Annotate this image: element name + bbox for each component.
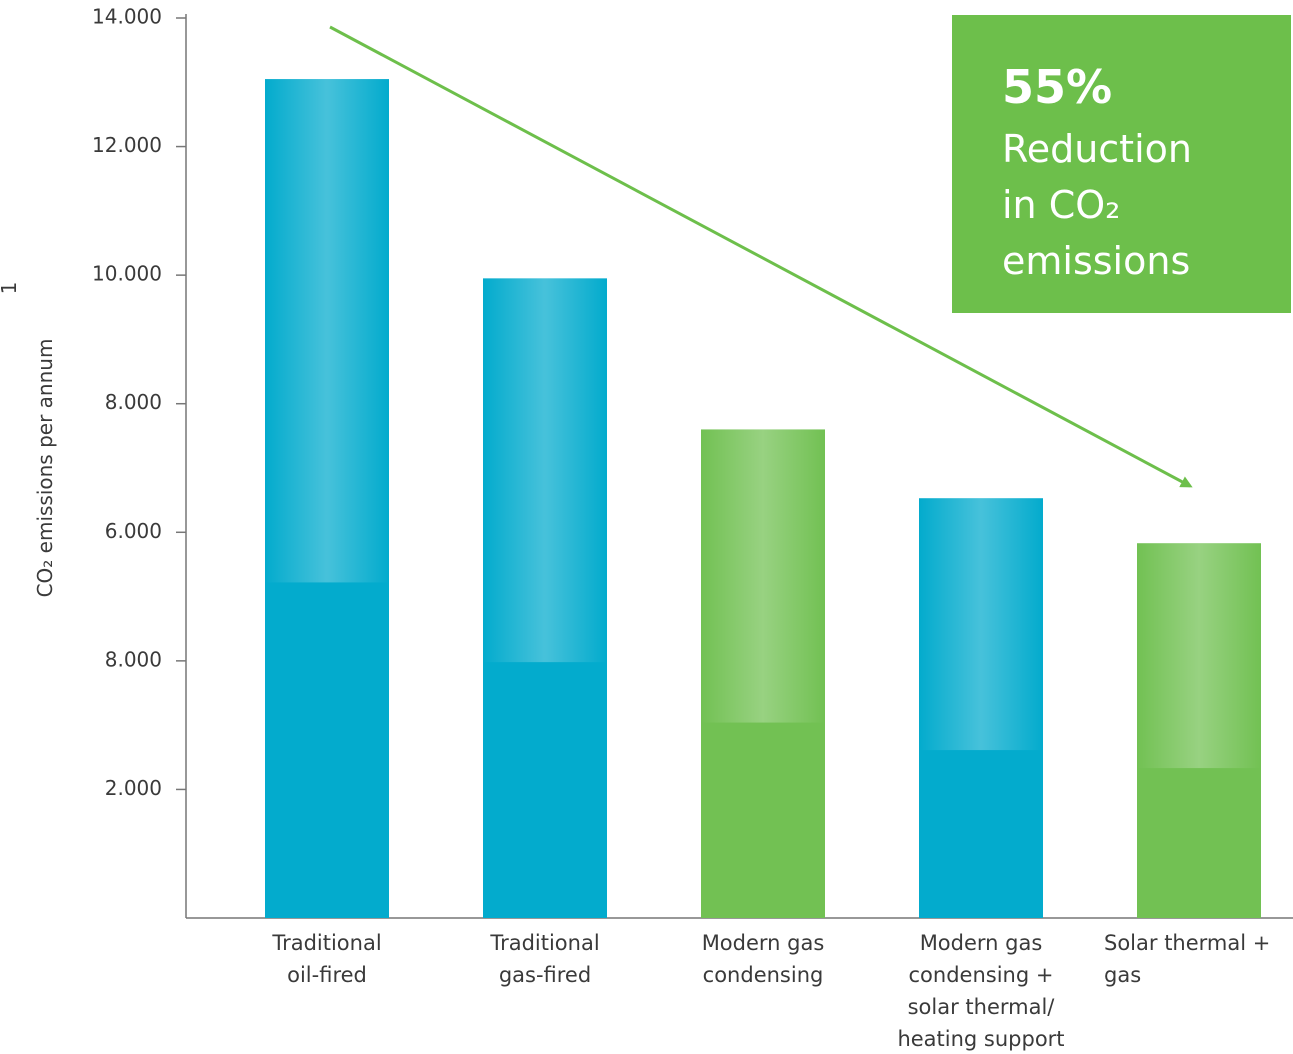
- y-tick-label: 12.000: [92, 133, 162, 157]
- y-tick-label: 14.000: [92, 5, 162, 29]
- annotation-text: Reduction: [1002, 127, 1192, 171]
- bar-shine: [1137, 543, 1261, 769]
- bar-shine: [701, 429, 825, 723]
- y-label-note: 1: [0, 282, 21, 295]
- y-axis-label: CO₂ emissions per annum: [33, 339, 57, 598]
- annotation-headline: 55%: [1002, 60, 1112, 114]
- x-tick-label: Traditional gas-fired: [489, 931, 599, 987]
- trend-arrow: [329, 25, 1193, 488]
- x-tick-label: Solar thermal + gas: [1104, 931, 1270, 987]
- bar-shine: [265, 79, 389, 583]
- bar-shine: [483, 278, 607, 663]
- bar-shine: [919, 498, 1043, 751]
- y-tick-label: 8.000: [105, 390, 162, 414]
- annotation-box: [952, 15, 1291, 313]
- annotation-text: in CO₂: [1002, 183, 1120, 227]
- y-tick-label: 2.000: [105, 776, 162, 800]
- y-label-group: CO₂ emissions per annum 1: [0, 282, 57, 598]
- y-tick-label: 8.000: [105, 647, 162, 671]
- y-tick-label: 10.000: [92, 262, 162, 286]
- x-tick-label: Modern gas condensing: [702, 931, 825, 987]
- y-tick-label: 6.000: [105, 519, 162, 543]
- annotation-text: emissions: [1002, 239, 1190, 283]
- x-tick-label: Modern gas condensing + solar thermal/heat…: [897, 931, 1064, 1051]
- x-tick-label: Traditional oil-fired: [271, 931, 381, 987]
